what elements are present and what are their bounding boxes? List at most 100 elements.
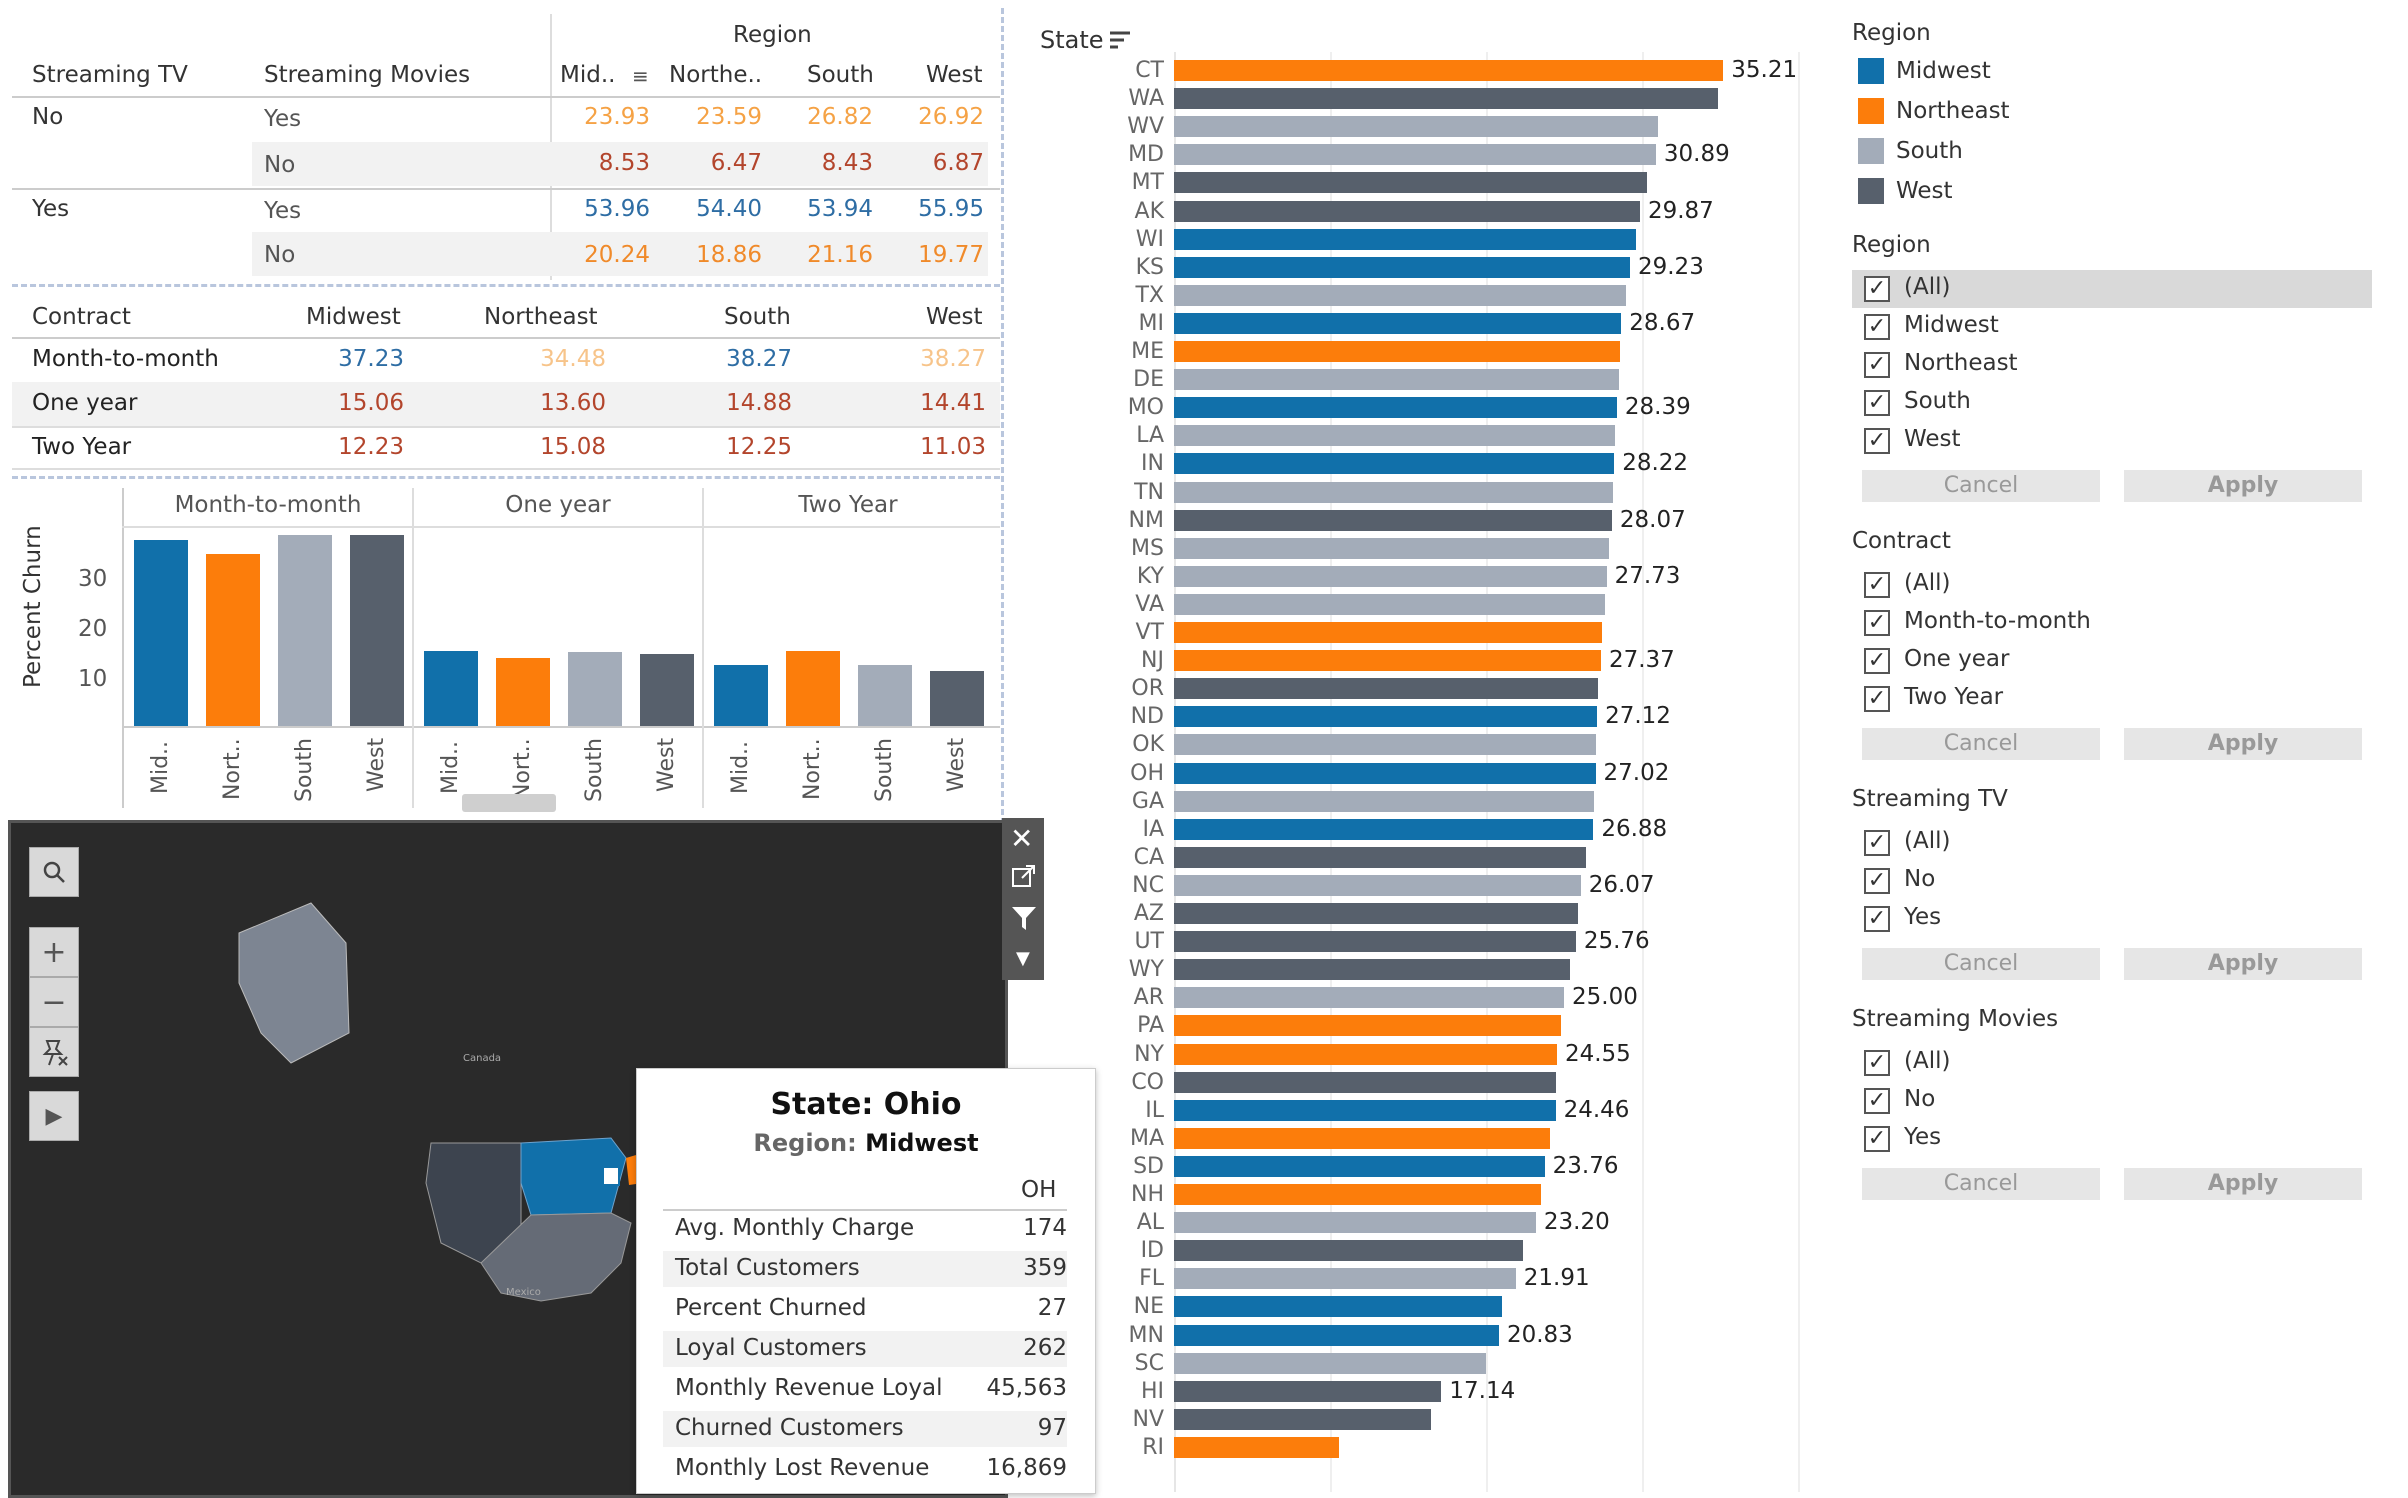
state-label[interactable]: WY	[1128, 957, 1164, 983]
option-label[interactable]: (All)	[1904, 828, 1951, 854]
option-label[interactable]: Northeast	[1904, 350, 2018, 376]
state-bar[interactable]	[1174, 1043, 1557, 1065]
cell[interactable]: 18.86	[696, 242, 762, 268]
state-label[interactable]: IA	[1142, 816, 1164, 842]
state-bar[interactable]	[1174, 622, 1603, 643]
col-header-streaming-tv[interactable]: Streaming TV	[32, 62, 188, 88]
option-label[interactable]: (All)	[1904, 274, 1951, 300]
state-label[interactable]: WA	[1128, 86, 1164, 112]
cell[interactable]: 8.53	[598, 150, 650, 176]
state-bar[interactable]	[1174, 341, 1621, 362]
dashboard-divider[interactable]	[1001, 8, 1004, 824]
state-label[interactable]: NY	[1134, 1041, 1164, 1067]
state-bar[interactable]	[1174, 200, 1640, 222]
cancel-button[interactable]: Cancel	[1862, 470, 2100, 502]
cell[interactable]: 53.96	[584, 196, 650, 222]
cell[interactable]: 15.08	[540, 434, 606, 460]
option-label[interactable]: Yes	[1904, 904, 1942, 930]
state-bar[interactable]	[1174, 1268, 1516, 1290]
south-region[interactable]	[480, 1212, 632, 1302]
state-label[interactable]: MT	[1131, 170, 1164, 196]
state-bar[interactable]	[1174, 1155, 1545, 1177]
state-label[interactable]: TX	[1135, 282, 1164, 308]
col-header-northeast[interactable]: Northeast	[484, 304, 598, 330]
churn-bar[interactable]	[424, 650, 478, 726]
apply-button[interactable]: Apply	[2124, 470, 2362, 502]
checkbox-month-to-month[interactable]: ✓	[1864, 610, 1890, 636]
state-label[interactable]: AR	[1133, 985, 1164, 1011]
cell[interactable]: 23.59	[696, 104, 762, 130]
option-label[interactable]: South	[1904, 388, 1971, 414]
state-bar[interactable]	[1174, 425, 1616, 447]
map-search-button[interactable]	[29, 847, 79, 897]
cell[interactable]: 13.60	[540, 390, 606, 416]
state-bar[interactable]	[1174, 790, 1595, 812]
state-bar[interactable]	[1174, 1380, 1442, 1402]
cell[interactable]: 12.23	[338, 434, 404, 460]
state-bar[interactable]	[1174, 593, 1605, 615]
cell[interactable]: 38.27	[920, 346, 986, 372]
cell[interactable]: 26.92	[918, 104, 984, 130]
state-label[interactable]: NM	[1128, 507, 1164, 533]
state-label[interactable]: LA	[1136, 423, 1164, 449]
option-label[interactable]: West	[1904, 426, 1961, 452]
state-label[interactable]: UT	[1134, 929, 1164, 955]
churn-bar[interactable]	[858, 664, 912, 726]
state-bar[interactable]	[1174, 818, 1594, 840]
checkbox-no[interactable]: ✓	[1864, 1088, 1890, 1114]
cell[interactable]: 34.48	[540, 346, 606, 372]
popout-icon[interactable]	[1010, 862, 1038, 894]
cell[interactable]: 20.24	[584, 242, 650, 268]
cell[interactable]: 38.27	[726, 346, 792, 372]
state-label[interactable]: VT	[1135, 620, 1165, 645]
state-label[interactable]: TN	[1134, 479, 1164, 505]
cell[interactable]: 15.06	[338, 390, 404, 416]
state-label[interactable]: NJ	[1141, 648, 1164, 674]
state-label[interactable]: CT	[1135, 58, 1164, 83]
state-bar[interactable]	[1174, 959, 1571, 981]
option-label[interactable]: One year	[1904, 646, 2010, 672]
state-label[interactable]: KY	[1136, 563, 1164, 589]
checkbox-west[interactable]: ✓	[1864, 428, 1890, 454]
cancel-button[interactable]: Cancel	[1862, 728, 2100, 760]
churn-bar[interactable]	[930, 670, 984, 726]
state-bar[interactable]	[1174, 144, 1656, 166]
col-header-south[interactable]: South	[807, 62, 874, 88]
state-bar[interactable]	[1174, 369, 1620, 391]
state-bar[interactable]	[1174, 565, 1607, 587]
legend-swatch-south[interactable]	[1858, 138, 1884, 164]
state-bar[interactable]	[1174, 88, 1719, 110]
state-label[interactable]: MA	[1129, 1125, 1164, 1151]
state-label[interactable]: CA	[1133, 844, 1164, 870]
churn-bar[interactable]	[714, 664, 768, 726]
state-label[interactable]: AK	[1134, 198, 1164, 224]
checkbox-all[interactable]: ✓	[1864, 830, 1890, 856]
state-label[interactable]: GA	[1131, 788, 1164, 814]
dashboard-divider[interactable]	[12, 476, 1000, 479]
apply-button[interactable]: Apply	[2124, 948, 2362, 980]
resize-handle[interactable]	[462, 794, 556, 812]
churn-bar[interactable]	[786, 650, 840, 726]
legend-swatch-northeast[interactable]	[1858, 98, 1884, 124]
state-bar[interactable]	[1174, 678, 1599, 700]
churn-bar[interactable]	[134, 539, 188, 726]
legend-swatch-midwest[interactable]	[1858, 58, 1884, 84]
churn-bar[interactable]	[640, 653, 694, 726]
state-label[interactable]: DE	[1133, 367, 1164, 393]
churn-bar[interactable]	[350, 534, 404, 726]
state-bar[interactable]	[1174, 1296, 1502, 1318]
checkbox-midwest[interactable]: ✓	[1864, 314, 1890, 340]
state-label[interactable]: MN	[1128, 1322, 1164, 1348]
option-label[interactable]: (All)	[1904, 1048, 1951, 1074]
alaska-region[interactable]	[238, 902, 350, 1064]
state-label[interactable]: MD	[1128, 142, 1164, 168]
state-bar[interactable]	[1174, 453, 1615, 475]
state-bar[interactable]	[1174, 1099, 1556, 1121]
state-bar[interactable]	[1174, 846, 1586, 868]
state-bar[interactable]	[1174, 931, 1576, 953]
legend-label[interactable]: South	[1896, 138, 1963, 164]
reset-map-button[interactable]	[29, 1027, 79, 1077]
state-label[interactable]: VA	[1135, 591, 1164, 617]
state-bar[interactable]	[1174, 256, 1630, 278]
churn-bar[interactable]	[278, 534, 332, 726]
